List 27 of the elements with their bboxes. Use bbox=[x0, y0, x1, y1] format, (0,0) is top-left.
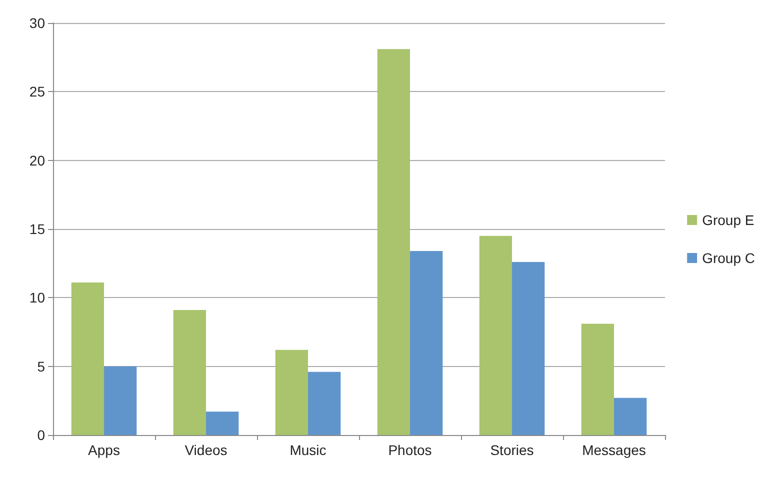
bar bbox=[614, 398, 647, 435]
x-tick-label: Stories bbox=[490, 442, 534, 458]
y-tick-label: 30 bbox=[29, 15, 46, 31]
legend-label: Group C bbox=[702, 250, 756, 266]
x-tick-label: Photos bbox=[388, 442, 432, 458]
x-tick-label: Messages bbox=[582, 442, 646, 458]
bar bbox=[275, 350, 308, 435]
bar bbox=[104, 366, 137, 435]
y-tick-label: 5 bbox=[37, 358, 46, 374]
x-tick-label: Apps bbox=[88, 442, 120, 458]
bar bbox=[581, 324, 614, 435]
bar bbox=[410, 250, 443, 435]
bar bbox=[377, 49, 410, 435]
y-tick-label: 25 bbox=[29, 84, 46, 100]
bar bbox=[71, 282, 104, 435]
x-tick-label: Videos bbox=[184, 442, 228, 458]
y-tick-label: 0 bbox=[37, 427, 46, 443]
bar bbox=[512, 262, 545, 435]
x-tick-label: Music bbox=[290, 442, 326, 458]
y-tick-label: 15 bbox=[29, 221, 46, 237]
legend-label: Group E bbox=[702, 212, 754, 228]
y-tick-label: 20 bbox=[29, 152, 46, 168]
bar bbox=[173, 310, 206, 435]
bar bbox=[308, 372, 341, 435]
y-tick-label: 10 bbox=[29, 290, 46, 306]
bar bbox=[206, 412, 239, 435]
bar bbox=[479, 236, 512, 435]
